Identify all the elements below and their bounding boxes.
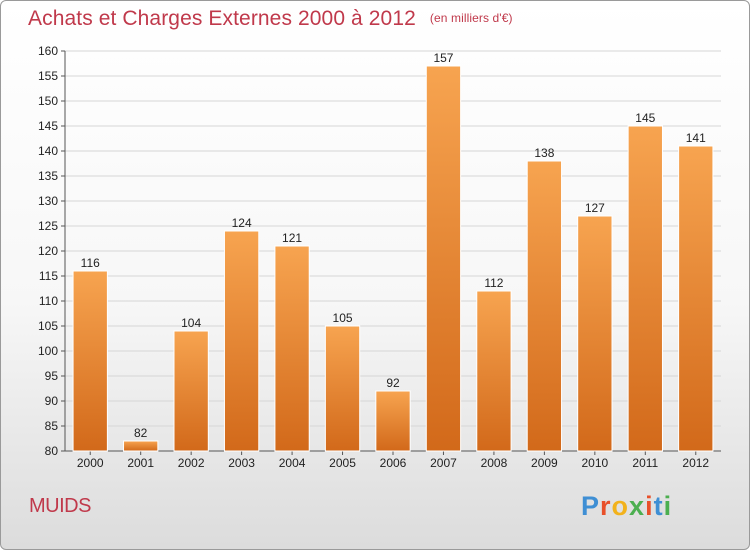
y-tick-label: 100 (38, 344, 58, 358)
bar-value-label: 141 (686, 131, 706, 145)
y-tick-label: 140 (38, 144, 58, 158)
logo-letter: x (629, 491, 646, 521)
x-tick-label: 2007 (430, 456, 457, 470)
bar-value-label: 104 (181, 316, 201, 330)
bar (173, 330, 209, 452)
logo-letter: t (653, 491, 664, 521)
y-tick-label: 130 (38, 194, 58, 208)
bar (526, 160, 563, 452)
bar-value-label: 82 (134, 426, 148, 440)
x-tick-label: 2000 (77, 456, 104, 470)
bar-value-label: 121 (282, 231, 302, 245)
bar (425, 65, 462, 452)
chart-unit: (en milliers d'€) (429, 11, 513, 25)
y-tick-label: 135 (38, 169, 58, 183)
bar-value-label: 157 (433, 51, 453, 65)
x-tick-label: 2005 (329, 456, 356, 470)
y-tick-label: 95 (45, 369, 59, 383)
y-tick-label: 125 (38, 219, 58, 233)
bar (223, 230, 260, 452)
y-tick-label: 120 (38, 244, 58, 258)
bar (678, 145, 714, 452)
y-tick-label: 155 (38, 69, 58, 83)
y-tick-label: 105 (38, 319, 58, 333)
bar (324, 325, 361, 452)
y-tick-label: 110 (39, 294, 58, 308)
x-tick-label: 2001 (127, 456, 154, 470)
y-tick-label: 145 (38, 119, 58, 133)
labels: 80 85 90 95 100 105 110 115 120 125 130 135 140 145 15… (38, 44, 709, 470)
bar-value-label: 116 (81, 256, 100, 270)
chart-title: Achats et Charges Externes 2000 à 2012 (e… (28, 7, 513, 31)
bar-value-label: 105 (333, 311, 353, 325)
bar-value-label: 145 (635, 111, 655, 125)
logo-letter: i (645, 491, 654, 521)
proxiti-logo: Proxiti (581, 491, 672, 522)
bar-value-label: 138 (534, 146, 554, 160)
bar-value-label: 124 (232, 216, 252, 230)
y-tick-label: 115 (39, 269, 58, 283)
x-tick-label: 2006 (380, 456, 407, 470)
x-tick-label: 2011 (632, 456, 658, 470)
y-tick-label: 90 (45, 394, 59, 408)
chart-title-text: Achats et Charges Externes 2000 à 2012 (28, 7, 416, 30)
y-tick-label: 85 (45, 419, 59, 433)
logo-letter: P (581, 491, 601, 521)
logo-letter: r (600, 491, 612, 521)
y-tick-label: 80 (45, 444, 59, 458)
x-tick-label: 2010 (581, 456, 608, 470)
x-tick-label: 2004 (279, 456, 306, 470)
x-tick-label: 2003 (228, 456, 255, 470)
logo-letter: i (663, 491, 673, 521)
bar-value-label: 92 (386, 376, 400, 390)
bar (375, 390, 411, 452)
y-tick-label: 160 (38, 44, 58, 58)
bar-value-label: 127 (585, 201, 605, 215)
bar (274, 245, 310, 452)
bar (476, 290, 512, 452)
bar-value-label: 112 (484, 276, 503, 290)
logo-letter: o (611, 491, 630, 521)
x-tick-label: 2008 (481, 456, 508, 470)
x-tick-label: 2012 (682, 456, 709, 470)
x-tick-label: 2009 (531, 456, 558, 470)
y-tick-label: 150 (38, 94, 58, 108)
commune-name: MUIDS (29, 495, 91, 517)
bar (72, 270, 108, 452)
bar (123, 440, 159, 452)
bars (72, 65, 714, 452)
x-tick-label: 2002 (178, 456, 205, 470)
bar (577, 215, 613, 452)
bar (627, 125, 663, 452)
